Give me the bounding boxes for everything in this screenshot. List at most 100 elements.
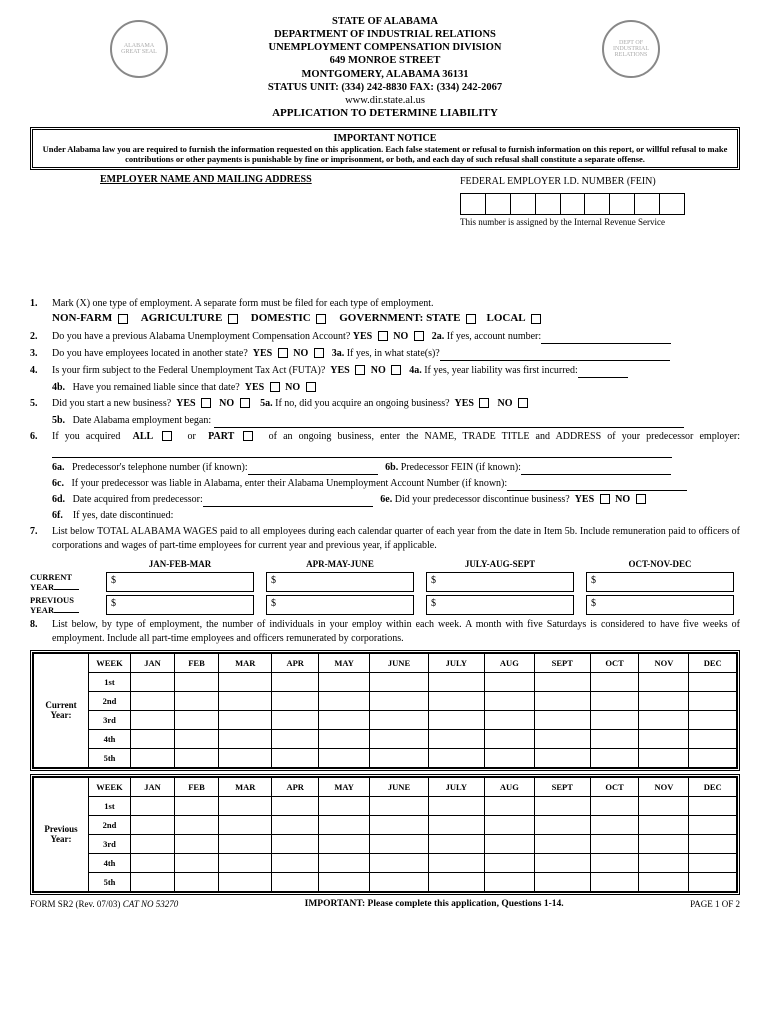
notice-box: IMPORTANT NOTICE Under Alabama law you a… [30, 127, 740, 170]
q5-yes[interactable] [201, 398, 211, 408]
q3a-input[interactable] [440, 350, 670, 361]
q6a: 6a. Predecessor's telephone number (if k… [52, 461, 740, 475]
emp-table-previous: Previous Year: WEEK JANFEBMARAPRMAYJUNEJ… [30, 774, 740, 895]
q6-part[interactable] [243, 431, 253, 441]
checkbox-gov-state[interactable] [466, 314, 476, 324]
checkbox-nonfarm[interactable] [118, 314, 128, 324]
wage-prev-q1[interactable]: $ [106, 595, 254, 615]
wage-row-current: CURRENTYEAR $ $ $ $ [30, 572, 740, 592]
q3-no[interactable] [314, 348, 324, 358]
q5b-input[interactable] [214, 417, 684, 428]
q8-text: List below, by type of employment, the n… [52, 618, 740, 646]
checkbox-agriculture[interactable] [228, 314, 238, 324]
table-row: 3rd [34, 834, 737, 853]
wage-prev-q4[interactable]: $ [586, 595, 734, 615]
wage-cur-q1[interactable]: $ [106, 572, 254, 592]
q2-no[interactable] [414, 331, 424, 341]
fein-block: FEDERAL EMPLOYER I.D. NUMBER (FEIN) This… [460, 176, 740, 227]
employer-address-section: EMPLOYER NAME AND MAILING ADDRESS FEDERA… [30, 174, 740, 227]
table-row: 4th [34, 853, 737, 872]
question-list: 1. Mark (X) one type of employment. A se… [30, 297, 740, 894]
wage-cur-q3[interactable]: $ [426, 572, 574, 592]
q1-opt-dom: DOMESTIC [251, 312, 311, 324]
q6b-input[interactable] [521, 464, 671, 475]
q1-opt-ag: AGRICULTURE [141, 312, 223, 324]
q6f-text: If yes, date discontinued: [73, 510, 174, 521]
table-row: 3rd [34, 710, 737, 729]
q6: 6. If you acquired ALL or PART of an ong… [30, 430, 740, 458]
wage-prev-q3[interactable]: $ [426, 595, 574, 615]
form-header: ALABAMAGREAT SEAL DEPT OFINDUSTRIALRELAT… [30, 15, 740, 119]
q6-pre: If you acquired [52, 431, 120, 442]
hdr-url: www.dir.state.al.us [30, 94, 740, 107]
q3: 3. Do you have employees located in anot… [30, 347, 740, 361]
q7-text: List below TOTAL ALABAMA WAGES paid to a… [52, 525, 740, 553]
q6-post: of an ongoing business, enter the NAME, … [269, 431, 740, 442]
q4a-label: If yes, year liability was first incurre… [424, 365, 578, 376]
table-row: 4th [34, 729, 737, 748]
q1-text: Mark (X) one type of employment. A separ… [52, 298, 434, 309]
week-hdr: WEEK [89, 653, 131, 672]
q3-yes[interactable] [278, 348, 288, 358]
q6d-input[interactable] [203, 496, 373, 507]
q6c-text: If your predecessor was liable in Alabam… [71, 478, 507, 489]
q6e-no[interactable] [636, 494, 646, 504]
wage-col-q1: JAN-FEB-MAR [100, 559, 260, 569]
wage-cur-q2[interactable]: $ [266, 572, 414, 592]
q4a-input[interactable] [578, 367, 628, 378]
q5a-no[interactable] [518, 398, 528, 408]
q1: 1. Mark (X) one type of employment. A se… [30, 297, 740, 326]
wage-col-q2: APR-MAY-JUNE [260, 559, 420, 569]
week-hdr: WEEK [89, 777, 131, 796]
state-seal-left: ALABAMAGREAT SEAL [110, 20, 168, 78]
yr-current-label: Current Year: [34, 653, 89, 767]
q6c-input[interactable] [507, 480, 687, 491]
q7: 7. List below TOTAL ALABAMA WAGES paid t… [30, 525, 740, 553]
q5b-text: Date Alabama employment began: [73, 415, 212, 426]
checkbox-domestic[interactable] [316, 314, 326, 324]
notice-body: Under Alabama law you are required to fu… [41, 144, 729, 164]
wage-header: JAN-FEB-MAR APR-MAY-JUNE JULY-AUG-SEPT O… [30, 559, 740, 569]
q6b-text: Predecessor FEIN (if known): [401, 462, 521, 473]
q4-text: Is your firm subject to the Federal Unem… [52, 365, 325, 376]
checkbox-gov-local[interactable] [531, 314, 541, 324]
q1-opt-local: LOCAL [487, 312, 526, 324]
page-footer: FORM SR2 (Rev. 07/03) CAT NO 53270 IMPOR… [30, 899, 740, 909]
wage-prev-q2[interactable]: $ [266, 595, 414, 615]
q6-employer-input[interactable] [52, 447, 672, 458]
q4b-yes[interactable] [270, 382, 280, 392]
q6e-yes[interactable] [600, 494, 610, 504]
fein-note: This number is assigned by the Internal … [460, 217, 740, 227]
q6-all[interactable] [162, 431, 172, 441]
hdr-phone: STATUS UNIT: (334) 242-8830 FAX: (334) 2… [30, 81, 740, 94]
q6a-text: Predecessor's telephone number (if known… [72, 462, 248, 473]
q6e-text: Did your predecessor discontinue busines… [395, 494, 570, 505]
q2-yes[interactable] [378, 331, 388, 341]
q4b-text: Have you remained liable since that date… [73, 382, 240, 393]
q5-no[interactable] [240, 398, 250, 408]
fein-label: FEDERAL EMPLOYER I.D. NUMBER (FEIN) [460, 176, 740, 187]
wage-row-previous: PREVIOUSYEAR $ $ $ $ [30, 595, 740, 615]
fein-input-boxes[interactable] [460, 193, 685, 215]
q4-no[interactable] [391, 365, 401, 375]
q3a-label: If yes, in what state(s)? [347, 348, 440, 359]
q6d: 6d. Date acquired from predecessor: 6e. … [52, 493, 740, 507]
q4-yes[interactable] [355, 365, 365, 375]
table-row: 5th [34, 748, 737, 767]
q5-text: Did you start a new business? [52, 398, 171, 409]
q1-opt-nonfarm: NON-FARM [52, 312, 112, 324]
table-row: 2nd [34, 815, 737, 834]
q4b-no[interactable] [306, 382, 316, 392]
wage-cur-q4[interactable]: $ [586, 572, 734, 592]
form-title: APPLICATION TO DETERMINE LIABILITY [30, 107, 740, 119]
foot-center: IMPORTANT: Please complete this applicat… [178, 899, 690, 909]
yr-previous-label: Previous Year: [34, 777, 89, 891]
q6d-text: Date acquired from predecessor: [73, 494, 203, 505]
q6a-input[interactable] [248, 464, 378, 475]
q5a-yes[interactable] [479, 398, 489, 408]
q2a-input[interactable] [541, 333, 671, 344]
wage-row-prev-lbl: PREVIOUSYEAR [30, 595, 100, 615]
q4: 4. Is your firm subject to the Federal U… [30, 364, 740, 378]
q3-text: Do you have employees located in another… [52, 348, 248, 359]
foot-left: FORM SR2 (Rev. 07/03) CAT NO 53270 [30, 899, 178, 909]
